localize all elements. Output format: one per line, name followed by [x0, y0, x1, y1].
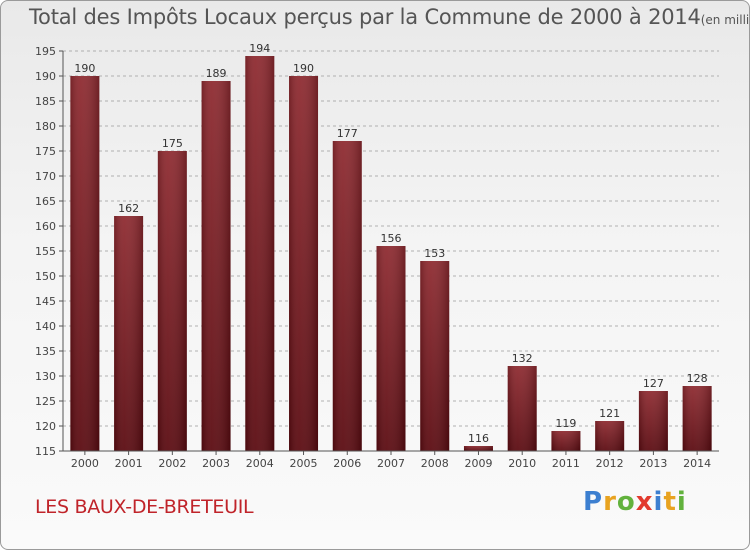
- y-tick-label: 150: [35, 270, 56, 283]
- bar-shade: [245, 56, 275, 451]
- bar-value-label: 190: [293, 62, 314, 75]
- bar-value-label: 121: [599, 407, 620, 420]
- x-tick-label: 2002: [158, 457, 186, 470]
- bar-shade: [420, 261, 450, 451]
- x-tick-label: 2001: [115, 457, 143, 470]
- x-tick-label: 2010: [508, 457, 536, 470]
- y-tick-label: 160: [35, 220, 56, 233]
- y-tick-label: 185: [35, 95, 56, 108]
- y-tick-label: 125: [35, 395, 56, 408]
- y-tick-label: 180: [35, 120, 56, 133]
- bar-value-label: 156: [381, 232, 402, 245]
- x-tick-label: 2007: [377, 457, 405, 470]
- bar-shade: [332, 141, 362, 451]
- x-tick-label: 2005: [290, 457, 318, 470]
- bar-value-label: 189: [206, 67, 227, 80]
- logo-letter: P: [583, 487, 604, 517]
- x-tick-label: 2013: [639, 457, 667, 470]
- bar-value-label: 175: [162, 137, 183, 150]
- x-tick-label: 2009: [464, 457, 492, 470]
- y-tick-label: 175: [35, 145, 56, 158]
- bar-value-label: 190: [74, 62, 95, 75]
- y-tick-label: 145: [35, 295, 56, 308]
- bar-shade: [507, 366, 537, 451]
- x-tick-label: 2006: [333, 457, 361, 470]
- logo-letter: i: [653, 487, 664, 517]
- y-tick-label: 115: [35, 445, 56, 458]
- bar-value-label: 116: [468, 432, 489, 445]
- proxiti-logo[interactable]: Proxiti: [583, 487, 687, 517]
- bar-shade: [201, 81, 231, 451]
- bar-value-label: 194: [249, 42, 270, 55]
- bar-shade: [551, 431, 581, 451]
- chart-title: Total des Impôts Locaux perçus par la Co…: [29, 5, 750, 29]
- bar-value-label: 177: [337, 127, 358, 140]
- x-tick-label: 2008: [421, 457, 449, 470]
- y-tick-label: 195: [35, 45, 56, 58]
- y-tick-label: 190: [35, 70, 56, 83]
- logo-letter: r: [603, 487, 617, 517]
- y-tick-label: 130: [35, 370, 56, 383]
- y-tick-label: 140: [35, 320, 56, 333]
- x-tick-label: 2014: [683, 457, 711, 470]
- logo-letter: i: [676, 487, 687, 517]
- bar-value-label: 119: [555, 417, 576, 430]
- chart-title-main: Total des Impôts Locaux perçus par la Co…: [29, 5, 701, 29]
- bar-shade: [289, 76, 319, 451]
- y-tick-label: 155: [35, 245, 56, 258]
- logo-letter: x: [635, 487, 654, 517]
- bar-value-label: 153: [424, 247, 445, 260]
- bar-value-label: 127: [643, 377, 664, 390]
- x-tick-label: 2000: [71, 457, 99, 470]
- logo-letter: t: [663, 487, 677, 517]
- y-tick-label: 165: [35, 195, 56, 208]
- y-tick-label: 120: [35, 420, 56, 433]
- bar-shade: [157, 151, 187, 451]
- bar-shade: [682, 386, 712, 451]
- bar-value-label: 128: [687, 372, 708, 385]
- bar-shade: [70, 76, 100, 451]
- bar-shade: [638, 391, 668, 451]
- logo-letter: o: [616, 487, 636, 517]
- chart-title-unit: (en milliers d'€): [700, 13, 750, 27]
- bar-shade: [114, 216, 144, 451]
- bar-value-label: 132: [512, 352, 533, 365]
- x-tick-label: 2011: [552, 457, 580, 470]
- bar-shade: [595, 421, 625, 451]
- y-tick-label: 170: [35, 170, 56, 183]
- bar-shade: [463, 446, 493, 451]
- x-tick-label: 2012: [596, 457, 624, 470]
- commune-name: LES BAUX-DE-BRETEUIL: [35, 496, 254, 518]
- x-tick-label: 2004: [246, 457, 274, 470]
- y-tick-label: 135: [35, 345, 56, 358]
- x-tick-label: 2003: [202, 457, 230, 470]
- bar-shade: [376, 246, 406, 451]
- bar-value-label: 162: [118, 202, 139, 215]
